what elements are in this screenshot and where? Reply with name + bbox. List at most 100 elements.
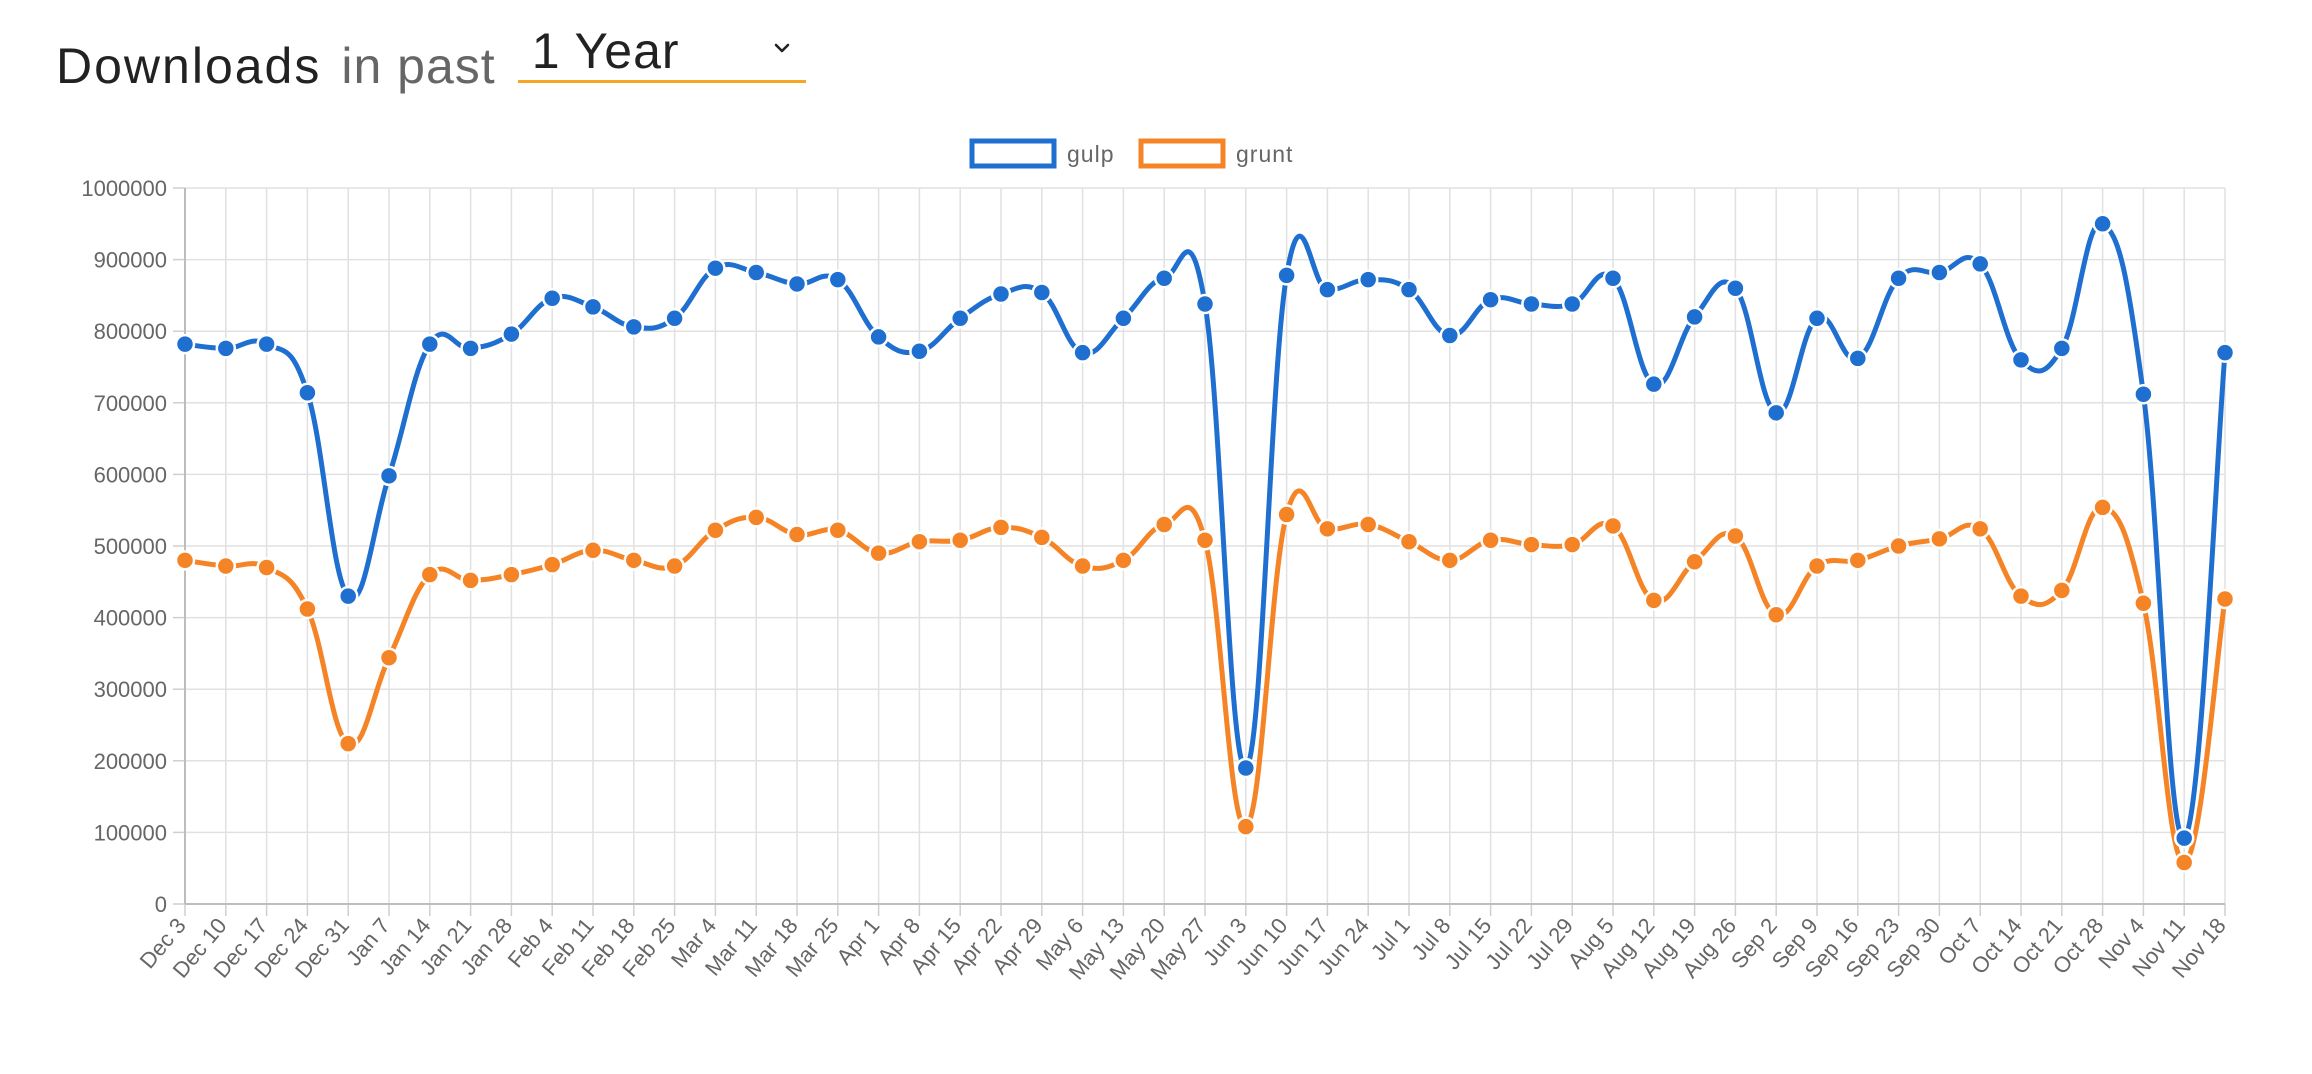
- data-point-grunt: [541, 554, 563, 575]
- data-point-gulp: [705, 257, 726, 279]
- data-point-gulp: [460, 338, 481, 359]
- data-point-gulp: [2092, 213, 2113, 235]
- data-point-grunt: [1847, 550, 1869, 571]
- data-point-gulp: [297, 382, 318, 404]
- data-point-grunt: [2092, 497, 2113, 518]
- y-tick-label: 200000: [94, 749, 167, 774]
- time-range-value: 1 Year: [531, 23, 680, 79]
- data-point-grunt: [1765, 604, 1787, 625]
- data-point-gulp: [1398, 279, 1420, 300]
- data-point-gulp: [1357, 269, 1379, 290]
- data-point-gulp: [1194, 293, 1216, 315]
- data-point-gulp: [1643, 373, 1665, 395]
- data-point-gulp: [1521, 293, 1542, 315]
- data-point-grunt: [827, 519, 849, 541]
- data-point-gulp: [786, 273, 808, 295]
- data-point-grunt: [1602, 515, 1624, 537]
- data-point-gulp: [1113, 308, 1134, 329]
- data-point-grunt: [1031, 527, 1053, 548]
- y-tick-label: 500000: [94, 534, 167, 559]
- page-subtitle: in past: [341, 38, 496, 94]
- data-point-gulp: [1561, 293, 1583, 315]
- data-point-grunt: [215, 555, 237, 577]
- data-point-gulp: [2010, 349, 2032, 371]
- page-header: Downloads in past 1 Year: [56, 14, 806, 94]
- y-axis-ticks: 0 100000 200000 300000 400000 500000 600000 700…: [81, 176, 167, 917]
- y-tick-label: 700000: [94, 391, 167, 416]
- data-point-gulp: [1969, 253, 1991, 275]
- data-point-grunt: [909, 531, 930, 552]
- data-point-gulp: [1072, 342, 1093, 363]
- data-point-gulp: [1480, 289, 1501, 310]
- data-point-grunt: [1398, 531, 1420, 552]
- data-point-grunt: [949, 530, 971, 551]
- data-point-gulp: [1765, 402, 1787, 424]
- data-point-grunt: [745, 507, 767, 528]
- data-point-grunt: [664, 555, 685, 577]
- data-point-gulp: [2214, 342, 2236, 363]
- data-point-gulp: [868, 326, 889, 348]
- data-point-gulp: [623, 316, 645, 338]
- data-point-grunt: [256, 557, 277, 578]
- data-point-grunt: [1929, 528, 1950, 550]
- data-point-gulp: [1602, 267, 1624, 289]
- data-point-grunt: [1969, 518, 1991, 540]
- data-point-grunt: [419, 564, 441, 585]
- legend-swatch-gulp: [969, 138, 1057, 169]
- data-point-grunt: [337, 733, 359, 754]
- data-point-gulp: [745, 262, 767, 283]
- y-tick-label: 0: [155, 892, 167, 917]
- data-point-gulp: [1439, 325, 1461, 346]
- x-tick-label: Jul 29: [1521, 913, 1578, 974]
- data-point-gulp: [1929, 262, 1950, 283]
- data-point-gulp: [1806, 308, 1828, 329]
- data-point-grunt: [1276, 504, 1297, 525]
- data-point-grunt: [1153, 514, 1175, 535]
- data-point-gulp: [256, 333, 277, 355]
- data-point-gulp: [378, 465, 400, 487]
- data-point-grunt: [460, 570, 481, 591]
- y-tick-label: 400000: [94, 606, 167, 631]
- data-point-gulp: [1153, 267, 1175, 289]
- data-point-gulp: [1031, 282, 1053, 303]
- data-point-gulp: [215, 338, 237, 359]
- data-point-grunt: [2010, 585, 2032, 607]
- time-range-select[interactable]: 1 Year: [517, 14, 806, 83]
- legend-swatch-grunt: [1138, 138, 1226, 169]
- data-point-gulp: [1276, 265, 1297, 286]
- data-point-grunt: [501, 564, 522, 585]
- data-point-gulp: [1888, 267, 1909, 289]
- y-tick-label: 300000: [94, 677, 167, 702]
- data-point-grunt: [1888, 535, 1909, 557]
- data-point-grunt: [1194, 530, 1216, 551]
- data-point-grunt: [2214, 588, 2236, 610]
- data-point-gulp: [1847, 348, 1869, 369]
- y-tick-label: 600000: [94, 462, 167, 487]
- y-tick-label: 100000: [94, 820, 167, 845]
- data-point-grunt: [1072, 555, 1093, 577]
- data-point-grunt: [786, 524, 808, 545]
- data-point-gulp: [949, 308, 971, 329]
- data-point-grunt: [1561, 534, 1583, 555]
- chart-axes: [173, 187, 2226, 916]
- data-point-grunt: [297, 598, 318, 620]
- data-point-gulp: [2173, 827, 2195, 849]
- page-title: Downloads: [56, 38, 322, 94]
- data-point-grunt: [1113, 550, 1134, 571]
- legend-label-gulp: gulp: [1067, 141, 1114, 167]
- legend-label-grunt: grunt: [1236, 141, 1293, 167]
- data-point-gulp: [909, 340, 930, 362]
- data-point-grunt: [2133, 593, 2154, 614]
- data-point-gulp: [419, 333, 441, 355]
- data-point-grunt: [1439, 550, 1461, 571]
- data-point-grunt: [1643, 590, 1665, 611]
- data-point-gulp: [1684, 306, 1705, 328]
- data-point-grunt: [705, 519, 726, 541]
- data-point-grunt: [378, 647, 400, 668]
- data-point-gulp: [541, 288, 563, 309]
- data-point-gulp: [827, 269, 849, 290]
- series-points: [174, 213, 2236, 873]
- data-point-gulp: [1317, 279, 1338, 300]
